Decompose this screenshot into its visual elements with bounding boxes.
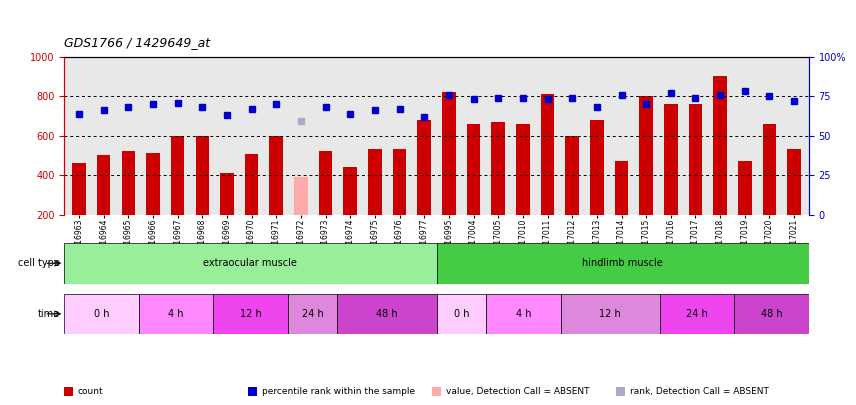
Bar [368,149,382,215]
Bar [590,120,603,215]
Bar [437,294,486,334]
Text: cell type: cell type [18,258,60,268]
Bar [689,104,702,215]
Bar [343,167,357,215]
Bar [516,124,530,215]
Bar [442,92,455,215]
Text: GDS1766 / 1429649_at: GDS1766 / 1429649_at [64,36,211,49]
Bar [734,294,809,334]
Text: count: count [78,387,104,396]
Bar [541,94,555,215]
Text: hindlimb muscle: hindlimb muscle [582,258,663,268]
Text: 4 h: 4 h [168,309,184,319]
Bar [139,294,213,334]
Bar [195,136,209,215]
Bar [337,294,437,334]
Bar [270,136,283,215]
Bar [418,120,431,215]
Bar [97,156,110,215]
Bar [763,124,776,215]
Text: 0 h: 0 h [454,309,469,319]
Text: rank, Detection Call = ABSENT: rank, Detection Call = ABSENT [630,387,769,396]
Bar [288,294,337,334]
Bar [72,163,86,215]
Text: 0 h: 0 h [93,309,110,319]
Bar [615,161,628,215]
Bar [566,136,579,215]
Text: 24 h: 24 h [301,309,324,319]
Text: value, Detection Call = ABSENT: value, Detection Call = ABSENT [446,387,590,396]
Bar [64,243,437,284]
Text: extraocular muscle: extraocular muscle [204,258,297,268]
Text: 4 h: 4 h [515,309,532,319]
Bar [486,294,561,334]
Text: 24 h: 24 h [687,309,708,319]
Text: 12 h: 12 h [240,309,261,319]
Bar [660,294,734,334]
Bar [122,151,135,215]
Bar [294,177,307,215]
Bar [491,122,505,215]
Text: percentile rank within the sample: percentile rank within the sample [262,387,415,396]
Bar [467,124,480,215]
Text: time: time [38,309,60,319]
Bar [393,149,407,215]
Bar [437,243,809,284]
Bar [664,104,678,215]
Bar [788,149,801,215]
Bar [64,294,139,334]
Text: 12 h: 12 h [599,309,621,319]
Bar [171,136,184,215]
Bar [713,77,727,215]
Bar [561,294,660,334]
Bar [318,151,332,215]
Bar [639,96,653,215]
Bar [213,294,288,334]
Text: 48 h: 48 h [761,309,782,319]
Text: 48 h: 48 h [376,309,398,319]
Bar [220,173,234,215]
Bar [146,153,160,215]
Bar [738,161,752,215]
Bar [245,154,259,215]
